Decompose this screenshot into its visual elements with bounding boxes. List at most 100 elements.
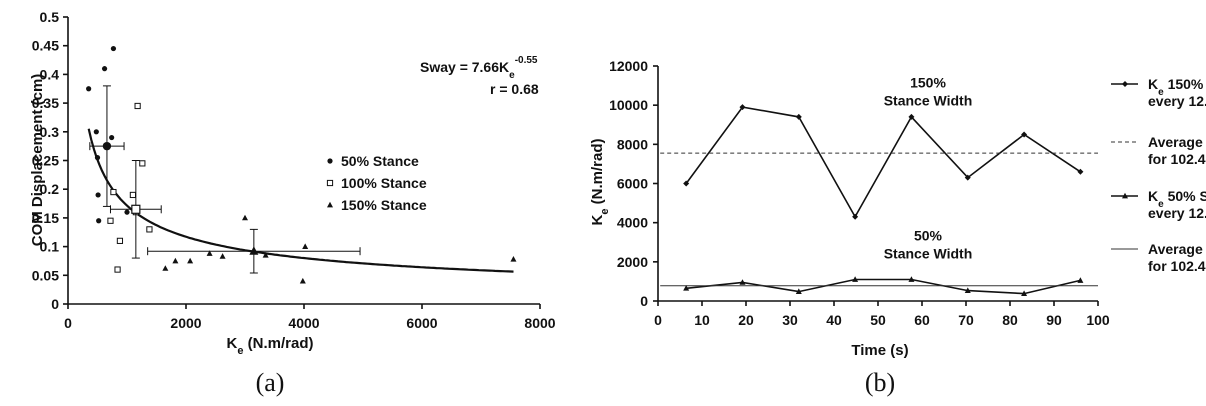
- b-annotation-line2: Stance Width: [884, 93, 973, 109]
- b-annotation-line1: 150%: [910, 75, 946, 91]
- a-point-triangle: [172, 257, 179, 264]
- b-y-tick-label: 8000: [617, 136, 648, 152]
- a-point-triangle: [299, 277, 306, 284]
- a-legend-marker: [326, 179, 334, 187]
- b-legend-marker: [1122, 81, 1128, 87]
- b-caption: (b): [865, 368, 895, 397]
- b-point-diamond: [908, 113, 915, 120]
- b-y-tick-label: 6000: [617, 176, 648, 192]
- b-legend-label-2: for 102.4 s: [1148, 151, 1206, 167]
- b-x-tick-label: 100: [1086, 312, 1110, 328]
- a-x-tick-label: 6000: [406, 315, 437, 331]
- b-y-tick-label: 0: [640, 293, 648, 309]
- a-point-triangle: [206, 250, 213, 256]
- b-point-diamond: [795, 113, 802, 120]
- b-point-diamond: [852, 213, 859, 220]
- b-point-triangle: [795, 288, 802, 294]
- a-point-circle: [94, 155, 101, 161]
- b-legend-label: Ke 50% SW: [1148, 188, 1206, 210]
- b-y-tick-label: 10000: [609, 97, 648, 113]
- b-series-line: [685, 106, 1081, 219]
- b-point-triangle: [908, 276, 915, 282]
- a-point-square: [129, 191, 137, 199]
- b-point-diamond: [1021, 131, 1028, 138]
- a-point-circle: [96, 218, 102, 224]
- a-point-circle: [93, 129, 99, 135]
- a-caption: (a): [256, 368, 285, 397]
- a-fit-curve-group: [87, 128, 514, 273]
- b-x-tick-label: 10: [694, 312, 710, 328]
- a-y-tick-label: 0: [51, 296, 59, 312]
- b-annotation-line2: Stance Width: [884, 245, 973, 261]
- a-fit-curve: [87, 128, 514, 273]
- a-legend-label: 50% Stance: [341, 153, 419, 169]
- b-point-triangle: [683, 285, 690, 291]
- b-point-triangle: [964, 287, 971, 294]
- b-lines-group: [660, 106, 1098, 295]
- b-legend-label-2: every 12.8 s: [1148, 205, 1206, 221]
- b-legend-label: Average: [1148, 134, 1203, 150]
- a-point-square: [116, 237, 124, 244]
- b-y-tick-label: 12000: [609, 58, 648, 74]
- a-point-triangle: [162, 265, 169, 271]
- a-r-value: r = 0.68: [490, 81, 539, 97]
- a-x-tick-label: 8000: [524, 315, 555, 331]
- b-legend: Ke 150% SWevery 12.8 sAveragefor 102.4 s…: [1111, 76, 1206, 274]
- a-y-tick-label: 0.2: [40, 181, 60, 197]
- a-point-circle: [101, 66, 108, 72]
- a-y-tick-label: 0.5: [40, 9, 60, 25]
- a-x-tick-label: 2000: [170, 315, 201, 331]
- b-x-axis-label: Time (s): [851, 342, 908, 359]
- a-point-triangle: [219, 253, 226, 259]
- a-legend-label: 100% Stance: [341, 175, 427, 191]
- b-x-tick-label: 70: [958, 312, 974, 328]
- a-legend-marker: [327, 158, 333, 164]
- a-points-group: [86, 45, 517, 284]
- b-point-triangle: [852, 276, 859, 282]
- a-mean-marker: [249, 246, 259, 255]
- a-point-square: [134, 102, 141, 110]
- a-point-triangle: [510, 256, 517, 262]
- a-mean-marker: [102, 141, 112, 151]
- b-legend-label-2: for 102.4 s: [1148, 258, 1206, 274]
- a-legend-label: 150% Stance: [341, 197, 427, 213]
- a-point-triangle: [302, 243, 309, 249]
- a-point-square: [139, 160, 146, 167]
- b-point-diamond: [964, 174, 971, 181]
- b-x-tick-label: 50: [870, 312, 886, 328]
- a-point-circle: [110, 45, 117, 52]
- a-mean-marker: [131, 204, 141, 214]
- b-y-tick-label: 4000: [617, 215, 648, 231]
- b-legend-label: Average: [1148, 241, 1203, 257]
- a-equation: Sway = 7.66Ke-0.55: [420, 55, 538, 81]
- a-point-triangle: [262, 252, 269, 258]
- a-point-circle: [86, 86, 92, 92]
- a-y-tick-label: 0.15: [32, 210, 59, 226]
- a-x-axis-label: Ke (N.m/rad): [227, 335, 314, 357]
- b-x-tick-label: 40: [826, 312, 842, 328]
- a-y-tick-label: 0.3: [40, 124, 60, 140]
- b-x-tick-label: 60: [914, 312, 930, 328]
- b-x-tick-label: 30: [782, 312, 798, 328]
- a-point-square: [110, 188, 117, 196]
- b-legend-label: Ke 150% SW: [1148, 76, 1206, 98]
- a-point-triangle: [187, 257, 194, 264]
- b-x-tick-label: 90: [1046, 312, 1062, 328]
- b-point-diamond: [1077, 168, 1084, 175]
- a-x-tick-label: 4000: [288, 315, 319, 331]
- chart-a: 0 0.05 0.1 0.15 0.2 0.25 0.3 0.35 0.4 0.45 0.5 0 200…: [29, 9, 556, 397]
- a-axes: 0 0.05 0.1 0.15 0.2 0.25 0.3 0.35 0.4 0.45 0.5 0 200…: [32, 9, 556, 331]
- b-annotations: 150% Stance Width 50% Stance Width: [884, 75, 973, 262]
- b-annotation-line1: 50%: [914, 227, 943, 243]
- b-x-tick-label: 80: [1002, 312, 1018, 328]
- b-points-group: [683, 104, 1084, 296]
- a-point-triangle: [242, 214, 248, 221]
- b-point-triangle: [1021, 290, 1028, 296]
- b-x-tick-label: 0: [654, 312, 662, 328]
- a-y-tick-label: 0.05: [32, 267, 59, 283]
- a-point-circle: [109, 134, 115, 141]
- a-point-square: [114, 266, 121, 273]
- a-point-square: [107, 217, 114, 224]
- a-point-square: [146, 226, 153, 233]
